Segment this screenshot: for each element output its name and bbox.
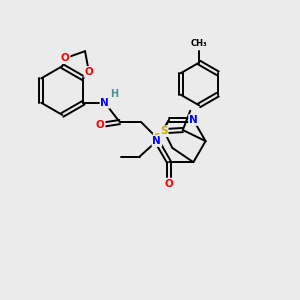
Text: CH₃: CH₃ [191, 39, 207, 48]
Text: O: O [96, 120, 105, 130]
Text: N: N [100, 98, 109, 108]
Text: N: N [152, 136, 161, 146]
Text: N: N [189, 115, 198, 125]
Text: S: S [154, 134, 161, 143]
Text: O: O [61, 53, 70, 63]
Text: H: H [110, 89, 118, 99]
Text: O: O [85, 67, 93, 77]
Text: S: S [160, 126, 168, 136]
Text: O: O [165, 178, 173, 189]
